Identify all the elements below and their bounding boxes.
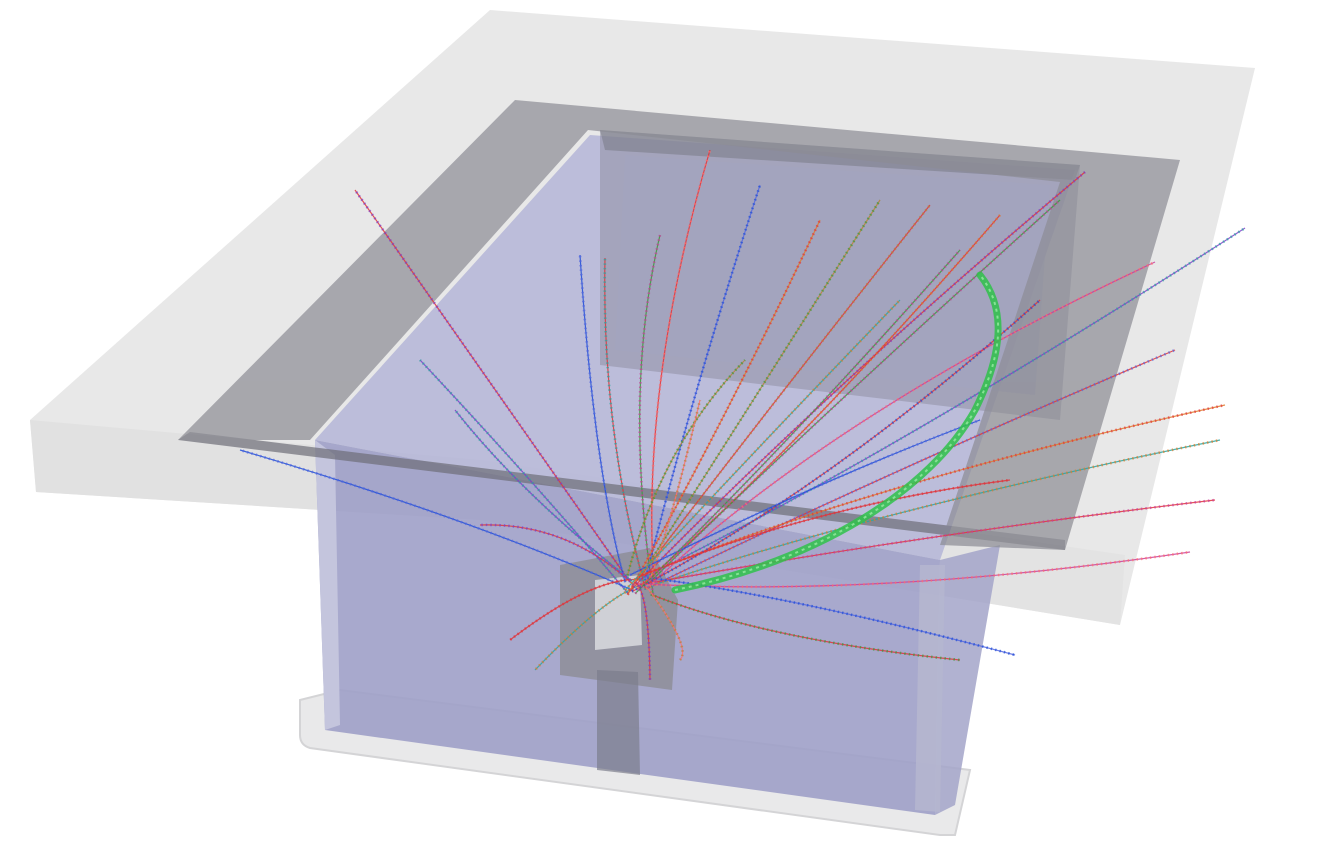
track-line bbox=[638, 499, 1216, 586]
track-hits bbox=[646, 587, 684, 661]
particle-tracks bbox=[239, 149, 1246, 681]
track-hits bbox=[650, 593, 961, 662]
track-hits bbox=[626, 359, 746, 576]
track-line bbox=[629, 204, 931, 591]
track-line bbox=[644, 184, 761, 581]
track-line bbox=[639, 234, 661, 595]
track-hits bbox=[638, 550, 1191, 589]
track-line bbox=[634, 249, 961, 595]
track-line bbox=[636, 479, 1011, 578]
track-line bbox=[604, 257, 647, 590]
track-hits bbox=[645, 260, 1156, 590]
track-hits bbox=[419, 359, 629, 594]
track-hits bbox=[638, 226, 1246, 581]
track-hits bbox=[239, 448, 635, 592]
track-hits bbox=[353, 189, 630, 581]
track-hits bbox=[647, 576, 1016, 657]
track-hits bbox=[631, 299, 1041, 593]
track-line bbox=[647, 349, 1176, 589]
track-hits bbox=[578, 254, 627, 583]
track-line bbox=[634, 581, 651, 681]
top-frame bbox=[178, 100, 1180, 550]
track-line bbox=[624, 299, 901, 591]
track-hits bbox=[453, 409, 633, 582]
track-hits bbox=[626, 171, 1086, 595]
track-line bbox=[651, 199, 1061, 581]
track-hits bbox=[626, 219, 822, 596]
track-hits bbox=[650, 149, 712, 579]
track-hits bbox=[509, 578, 641, 642]
track-hits bbox=[649, 399, 702, 579]
track-hits bbox=[637, 199, 882, 581]
track-hits bbox=[645, 438, 1221, 590]
track-hits bbox=[479, 523, 635, 586]
